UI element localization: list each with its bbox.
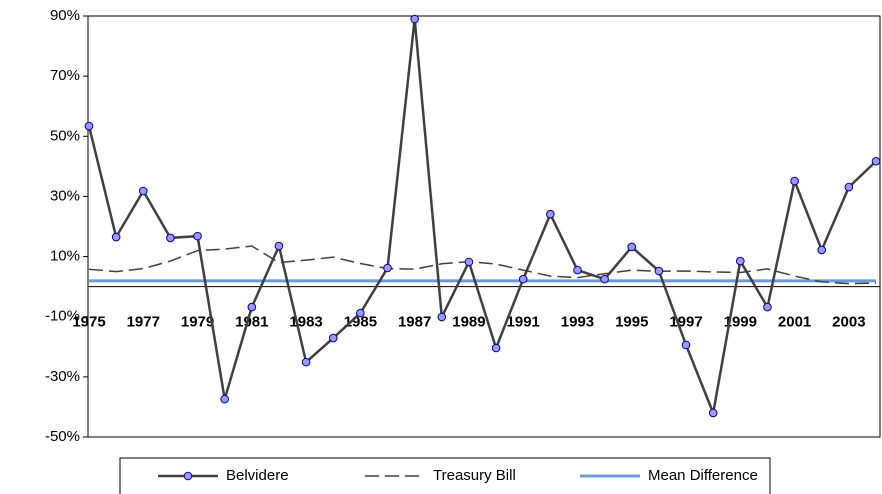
legend-label: Treasury Bill <box>433 467 516 484</box>
data-point <box>193 231 202 241</box>
plot-area <box>87 15 881 438</box>
x-tick-label: 1991 <box>507 314 540 331</box>
x-tick-label: 1985 <box>344 314 377 331</box>
data-point <box>383 263 392 273</box>
data-point <box>790 176 799 186</box>
legend: Belvidere Treasury Bill Mean Difference <box>119 457 771 494</box>
data-point <box>84 121 94 131</box>
legend-box <box>119 457 771 494</box>
data-point <box>111 232 121 242</box>
x-tick-label: 1981 <box>235 314 268 331</box>
data-point <box>166 233 175 243</box>
x-tick-label: 1993 <box>561 314 594 331</box>
x-tick-label: 1979 <box>181 314 214 331</box>
data-point <box>247 302 257 312</box>
data-point <box>328 333 338 343</box>
data-point <box>464 257 474 267</box>
y-tick-label: -30% <box>45 368 80 385</box>
y-tick-label: 90% <box>50 7 80 24</box>
y-tick-label: -10% <box>45 308 80 325</box>
data-point <box>627 242 637 252</box>
data-point <box>736 256 745 266</box>
x-tick-label: 2001 <box>778 314 811 331</box>
data-point <box>437 312 447 322</box>
data-point <box>410 14 419 24</box>
data-point <box>708 408 718 418</box>
series-line <box>88 245 877 285</box>
series-line <box>87 18 877 418</box>
x-tick-label: 1987 <box>398 314 431 331</box>
legend-marker <box>183 471 193 481</box>
y-tick-label: 70% <box>50 67 80 84</box>
data-point <box>654 266 664 276</box>
y-tick-label: 10% <box>50 248 80 265</box>
data-point <box>220 394 229 404</box>
data-point <box>817 245 827 255</box>
x-tick-label: 1977 <box>127 314 160 331</box>
x-tick-label: 1975 <box>72 314 105 331</box>
data-point <box>356 308 365 318</box>
data-point <box>138 186 148 196</box>
x-tick-label: 1989 <box>452 314 485 331</box>
x-tick-label: 2003 <box>832 314 865 331</box>
y-tick-label: 50% <box>50 127 80 144</box>
data-point <box>681 340 691 350</box>
y-tick-label: 30% <box>50 187 80 204</box>
data-point <box>871 156 881 166</box>
x-tick-label: 1997 <box>669 314 702 331</box>
data-point <box>274 241 284 251</box>
data-point <box>301 357 311 367</box>
data-point <box>844 182 854 192</box>
legend-label: Mean Difference <box>648 467 758 484</box>
x-tick-label: 1995 <box>615 314 648 331</box>
data-point <box>518 274 528 284</box>
data-point <box>546 209 555 219</box>
data-point <box>491 343 501 353</box>
data-point <box>573 265 582 275</box>
x-tick-label: 1999 <box>724 314 757 331</box>
data-point <box>763 302 772 312</box>
data-point <box>600 274 609 284</box>
y-tick-label: -50% <box>45 428 80 445</box>
legend-label: Belvidere <box>226 467 289 484</box>
